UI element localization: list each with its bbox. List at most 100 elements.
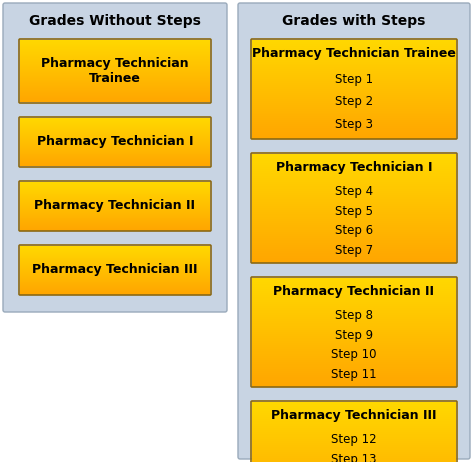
Bar bbox=[20, 188, 210, 190]
Bar bbox=[20, 199, 210, 201]
Bar bbox=[20, 222, 210, 224]
Bar bbox=[252, 227, 456, 230]
Bar bbox=[20, 152, 210, 153]
Bar bbox=[20, 227, 210, 229]
Bar bbox=[20, 190, 210, 191]
Bar bbox=[20, 248, 210, 249]
Bar bbox=[20, 90, 210, 91]
Bar bbox=[252, 184, 456, 187]
Bar bbox=[252, 232, 456, 234]
Bar bbox=[252, 165, 456, 167]
Bar bbox=[252, 85, 456, 87]
Text: Step 11: Step 11 bbox=[331, 368, 377, 381]
Bar bbox=[20, 141, 210, 142]
Bar bbox=[20, 71, 210, 73]
Bar bbox=[20, 203, 210, 205]
Bar bbox=[252, 415, 456, 418]
Bar bbox=[252, 384, 456, 387]
Bar bbox=[252, 413, 456, 415]
Bar bbox=[252, 345, 456, 347]
Bar bbox=[252, 52, 456, 54]
Bar bbox=[20, 205, 210, 207]
Bar bbox=[252, 225, 456, 228]
Bar bbox=[252, 54, 456, 56]
Bar bbox=[252, 360, 456, 363]
Bar bbox=[20, 149, 210, 150]
Bar bbox=[252, 426, 456, 428]
Text: Step 13: Step 13 bbox=[331, 453, 377, 462]
Bar bbox=[20, 79, 210, 80]
Bar bbox=[20, 99, 210, 101]
Bar bbox=[20, 118, 210, 120]
Bar bbox=[252, 432, 456, 435]
Bar bbox=[252, 334, 456, 337]
Bar bbox=[20, 274, 210, 275]
Bar bbox=[20, 266, 210, 267]
Bar bbox=[20, 144, 210, 146]
Bar bbox=[252, 122, 456, 125]
Bar bbox=[252, 160, 456, 163]
Bar bbox=[20, 201, 210, 203]
Bar bbox=[20, 187, 210, 188]
Bar bbox=[252, 240, 456, 243]
Bar bbox=[252, 87, 456, 90]
Bar bbox=[252, 421, 456, 424]
Bar bbox=[252, 352, 456, 354]
Text: Step 12: Step 12 bbox=[331, 433, 377, 446]
Bar bbox=[20, 155, 210, 157]
Bar bbox=[252, 293, 456, 296]
Bar bbox=[252, 234, 456, 237]
Bar bbox=[252, 132, 456, 134]
Bar bbox=[252, 299, 456, 302]
Bar bbox=[20, 264, 210, 266]
Bar bbox=[252, 441, 456, 444]
Bar bbox=[252, 245, 456, 247]
Bar bbox=[20, 255, 210, 256]
Bar bbox=[20, 161, 210, 163]
Bar bbox=[252, 371, 456, 374]
Bar bbox=[20, 247, 210, 249]
Bar bbox=[20, 158, 210, 160]
Bar bbox=[20, 81, 210, 83]
Bar bbox=[20, 120, 210, 122]
Bar bbox=[20, 211, 210, 212]
Bar bbox=[20, 140, 210, 141]
Bar bbox=[252, 173, 456, 176]
Bar bbox=[252, 105, 456, 107]
Bar bbox=[252, 204, 456, 207]
Bar bbox=[20, 137, 210, 139]
Bar bbox=[252, 319, 456, 322]
Bar bbox=[20, 136, 210, 138]
Bar bbox=[252, 428, 456, 431]
Bar bbox=[252, 280, 456, 283]
Bar bbox=[252, 347, 456, 350]
Bar bbox=[252, 365, 456, 367]
Bar bbox=[20, 126, 210, 127]
Bar bbox=[20, 75, 210, 76]
Bar bbox=[252, 456, 456, 459]
Bar bbox=[252, 81, 456, 84]
Bar bbox=[20, 280, 210, 282]
Bar bbox=[252, 103, 456, 105]
Bar bbox=[252, 171, 456, 174]
Bar bbox=[252, 289, 456, 292]
Bar bbox=[20, 162, 210, 164]
Bar bbox=[20, 257, 210, 259]
Bar bbox=[20, 92, 210, 94]
Bar bbox=[20, 48, 210, 49]
Bar bbox=[20, 267, 210, 268]
Bar bbox=[20, 280, 210, 281]
Bar bbox=[252, 214, 456, 217]
Bar bbox=[20, 200, 210, 202]
Bar bbox=[252, 308, 456, 311]
Bar bbox=[20, 273, 210, 274]
Bar bbox=[252, 452, 456, 454]
Bar bbox=[252, 349, 456, 352]
Bar bbox=[252, 298, 456, 300]
Bar bbox=[20, 254, 210, 255]
Bar bbox=[252, 326, 456, 328]
Bar bbox=[20, 214, 210, 215]
Bar bbox=[20, 51, 210, 53]
Bar bbox=[20, 130, 210, 132]
Bar bbox=[252, 191, 456, 194]
